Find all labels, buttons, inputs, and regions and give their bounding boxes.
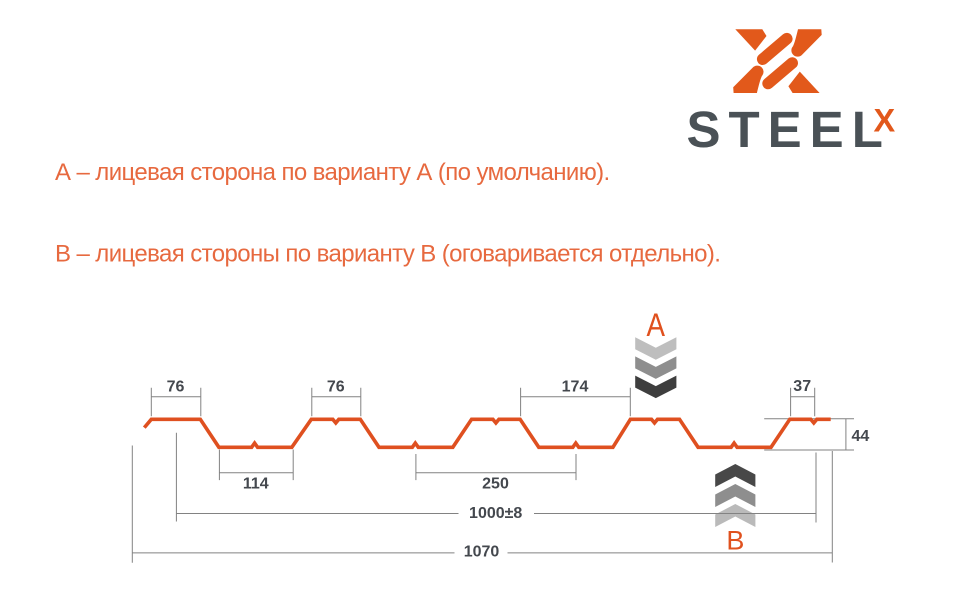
svg-text:250: 250: [482, 476, 509, 493]
svg-text:37: 37: [793, 378, 811, 395]
svg-text:76: 76: [167, 378, 185, 395]
svg-text:А – лицевая сторона по вариант: А – лицевая сторона по варианту А (по ум…: [55, 159, 610, 186]
svg-text:174: 174: [562, 378, 589, 395]
svg-text:В – лицевая стороны по вариант: В – лицевая стороны по варианту В (огова…: [55, 241, 720, 268]
svg-text:114: 114: [243, 476, 269, 493]
svg-text:1000±8: 1000±8: [469, 505, 522, 522]
svg-text:76: 76: [327, 378, 345, 395]
svg-text:A: A: [647, 307, 666, 343]
svg-text:1070: 1070: [464, 544, 500, 561]
svg-text:44: 44: [852, 428, 870, 445]
svg-text:B: B: [726, 526, 744, 556]
svg-text:X: X: [874, 102, 896, 138]
svg-text:STEEL: STEEL: [687, 101, 891, 158]
